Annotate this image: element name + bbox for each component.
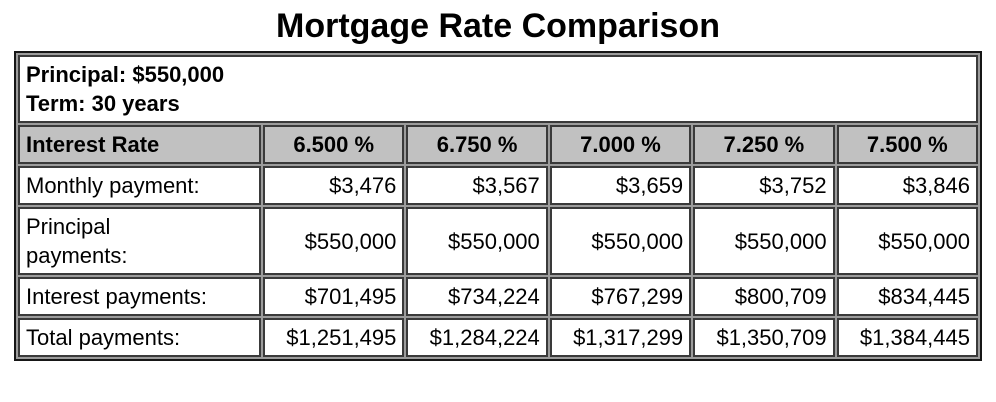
rate-header-cell: 7.500 % [836, 125, 978, 164]
row-principal-payments: Principal payments: $550,000 $550,000 $5… [18, 207, 978, 275]
page-title: Mortgage Rate Comparison [276, 7, 720, 45]
loan-principal-line: Principal: $550,000 [26, 62, 225, 87]
interest-rate-header-row: Interest Rate 6.500 % 6.750 % 7.000 % 7.… [18, 125, 978, 164]
row-interest-payments: Interest payments: $701,495 $734,224 $76… [18, 277, 978, 316]
row-label: Principal payments: [18, 207, 261, 275]
value-cell: $3,567 [406, 166, 548, 205]
value-cell: $734,224 [406, 277, 548, 316]
value-cell: $550,000 [549, 207, 692, 275]
loan-term-line: Term: 30 years [26, 91, 180, 116]
rate-header-cell: 6.500 % [263, 125, 405, 164]
rate-header-cell: 7.000 % [549, 125, 692, 164]
value-cell: $550,000 [693, 207, 835, 275]
row-label: Interest payments: [18, 277, 261, 316]
row-total-payments: Total payments: $1,251,495 $1,284,224 $1… [18, 318, 978, 357]
value-cell: $3,846 [836, 166, 978, 205]
value-cell: $1,350,709 [693, 318, 835, 357]
value-cell: $1,384,445 [836, 318, 978, 357]
value-cell: $1,284,224 [406, 318, 548, 357]
interest-rate-label-cell: Interest Rate [18, 125, 261, 164]
row-monthly-payment: Monthly payment: $3,476 $3,567 $3,659 $3… [18, 166, 978, 205]
rate-header-cell: 6.750 % [406, 125, 548, 164]
row-label: Monthly payment: [18, 166, 261, 205]
value-cell: $550,000 [263, 207, 405, 275]
value-cell: $800,709 [693, 277, 835, 316]
value-cell: $550,000 [836, 207, 978, 275]
loan-summary-cell: Principal: $550,000 Term: 30 years [18, 55, 978, 123]
value-cell: $834,445 [836, 277, 978, 316]
value-cell: $3,659 [549, 166, 692, 205]
row-label: Total payments: [18, 318, 261, 357]
value-cell: $701,495 [263, 277, 405, 316]
rate-header-cell: 7.250 % [693, 125, 835, 164]
value-cell: $1,251,495 [263, 318, 405, 357]
value-cell: $767,299 [549, 277, 692, 316]
value-cell: $550,000 [406, 207, 548, 275]
mortgage-rate-table: Principal: $550,000 Term: 30 years Inter… [14, 51, 982, 361]
value-cell: $3,476 [263, 166, 405, 205]
value-cell: $1,317,299 [549, 318, 692, 357]
value-cell: $3,752 [693, 166, 835, 205]
loan-info-row: Principal: $550,000 Term: 30 years [18, 55, 978, 123]
